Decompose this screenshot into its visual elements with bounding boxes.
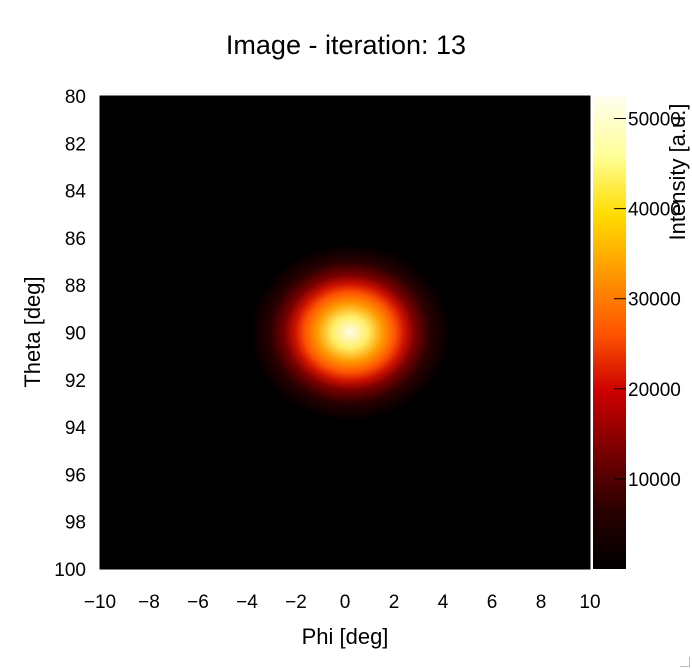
y-tick-label: 90 — [65, 324, 86, 345]
colorbar-axis: 10000 20000 30000 40000 50000 — [614, 110, 681, 491]
intensity-spot — [249, 244, 450, 421]
colorbar-tick-label: 20000 — [628, 380, 681, 401]
colorbar-tick-label: 10000 — [628, 470, 681, 491]
y-tick-label: 82 — [65, 134, 86, 155]
x-tick-label: 6 — [487, 592, 498, 613]
x-tick-label: 0 — [340, 592, 351, 613]
x-tick-label: 8 — [536, 592, 547, 613]
y-tick-label: 86 — [65, 229, 86, 250]
colorbar-tick-label: 30000 — [628, 290, 681, 311]
colorbar-tick-label: 40000 — [628, 200, 681, 221]
plot-area — [99, 95, 591, 570]
x-tick-label: −6 — [187, 592, 209, 613]
y-tick-label: 84 — [65, 182, 87, 203]
y-tick-label: 98 — [65, 513, 86, 534]
x-tick-label: 10 — [579, 592, 600, 613]
x-axis-title: Phi [deg] — [302, 624, 389, 649]
y-tick-label: 80 — [65, 87, 86, 108]
colorbar — [591, 96, 626, 569]
x-tick-label: −10 — [84, 592, 116, 613]
colorbar-ramp — [593, 96, 626, 569]
x-tick-label: 2 — [389, 592, 400, 613]
resize-grip-icon[interactable] — [680, 657, 690, 667]
x-axis: −10 −8 −6 −4 −2 0 2 4 6 8 10 — [84, 558, 601, 613]
y-tick-label: 88 — [65, 276, 86, 297]
colorbar-label: Intensity [a.u.] — [665, 104, 690, 241]
y-tick-label: 96 — [65, 465, 86, 486]
y-tick-label: 92 — [65, 371, 86, 392]
y-axis-title: Theta [deg] — [20, 276, 45, 387]
y-tick-label: 94 — [65, 418, 87, 439]
colorbar-tick-label: 50000 — [628, 110, 681, 131]
x-tick-label: 4 — [438, 592, 449, 613]
y-axis: 80 82 84 86 88 90 92 94 96 98 100 — [54, 87, 111, 581]
x-tick-label: −8 — [138, 592, 160, 613]
x-tick-label: −2 — [285, 592, 307, 613]
x-tick-label: −4 — [236, 592, 258, 613]
chart-title: Image - iteration: 13 — [226, 30, 466, 60]
y-tick-label: 100 — [54, 560, 86, 581]
